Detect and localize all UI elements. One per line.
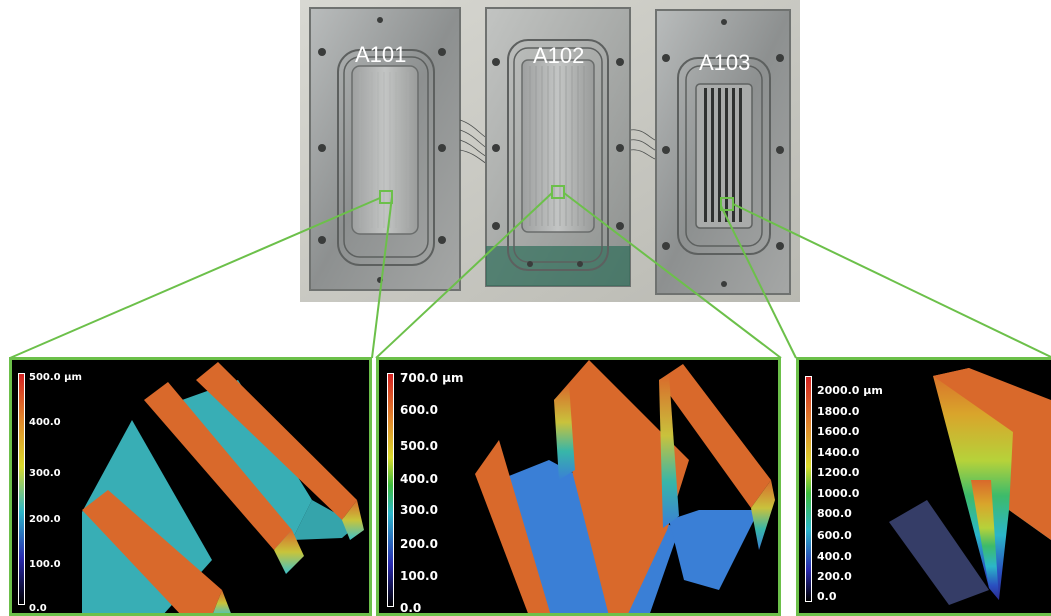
colorbar-tick: 400.0 — [29, 417, 61, 428]
ridge-wall — [274, 530, 304, 574]
channel-floor — [182, 380, 312, 560]
profile-panel-a103: 2000.0 µm 1800.0 1600.0 1400.0 1200.0 10… — [796, 357, 1051, 616]
surface-plot-a103 — [889, 368, 1051, 605]
colorbar-a102 — [387, 373, 394, 607]
plate-label-a102: A102 — [533, 43, 585, 68]
colorbar-tick: 600.0 — [400, 403, 438, 417]
colorbar-tick: 100.0 — [29, 559, 61, 570]
colorbar-tick: 500.0 — [400, 439, 438, 453]
channel-wall — [971, 480, 999, 600]
colorbar-tick: 100.0 — [400, 569, 438, 583]
ridge-top — [144, 382, 292, 550]
plate-label-a101: A101 — [355, 42, 407, 67]
ridge-wall — [554, 384, 575, 480]
colorbar-tick: 0.0 — [400, 601, 422, 615]
colorbar-tick: 2000.0 µm — [817, 384, 883, 397]
channel-floor — [889, 500, 989, 605]
ridge-top — [475, 440, 551, 613]
colorbar-tick: 500.0 µm — [29, 372, 82, 383]
channel-floor — [669, 510, 759, 590]
ridge-top — [554, 360, 689, 613]
plate-label-a103: A103 — [699, 50, 751, 75]
colorbar-a101 — [18, 373, 25, 605]
colorbar-a103 — [805, 376, 812, 602]
profile-panel-a101: 500.0 µm 400.0 300.0 200.0 100.0 0.0 — [9, 357, 372, 616]
ridge-wall — [659, 374, 679, 528]
colorbar-tick: 1600.0 — [817, 425, 860, 438]
ridge-top — [196, 362, 357, 520]
ridge-wall — [342, 500, 364, 540]
colorbar-tick: 1200.0 — [817, 466, 860, 479]
colorbar-tick: 400.0 — [400, 472, 438, 486]
channel-floor — [292, 500, 357, 540]
colorbar-tick: 0.0 — [29, 603, 47, 614]
colorbar-tick: 400.0 — [817, 550, 852, 563]
colorbar-tick: 200.0 — [400, 537, 438, 551]
colorbar-tick: 300.0 — [400, 503, 438, 517]
colorbar-tick: 1800.0 — [817, 405, 860, 418]
colorbar-tick: 0.0 — [817, 590, 837, 603]
colorbar-tick: 300.0 — [29, 468, 61, 479]
surface-plot-a102 — [475, 360, 775, 613]
surface-plot-a101 — [82, 362, 364, 613]
ridge-wall — [751, 480, 775, 550]
ridge-top — [933, 368, 1051, 432]
profile-panel-a102: 700.0 µm 600.0 500.0 400.0 300.0 200.0 1… — [376, 357, 781, 616]
colorbar-tick: 700.0 µm — [400, 371, 464, 385]
colorbar-tick: 600.0 — [817, 529, 852, 542]
ridge-top — [82, 490, 222, 613]
colorbar-tick: 1000.0 — [817, 487, 860, 500]
ridge-top — [659, 364, 771, 508]
colorbar-tick: 1400.0 — [817, 446, 860, 459]
colorbar-tick: 800.0 — [817, 507, 852, 520]
ridge-wall — [213, 590, 231, 613]
colorbar-tick: 200.0 — [817, 570, 852, 583]
colorbar-tick: 200.0 — [29, 514, 61, 525]
ridge-top — [1009, 432, 1051, 540]
